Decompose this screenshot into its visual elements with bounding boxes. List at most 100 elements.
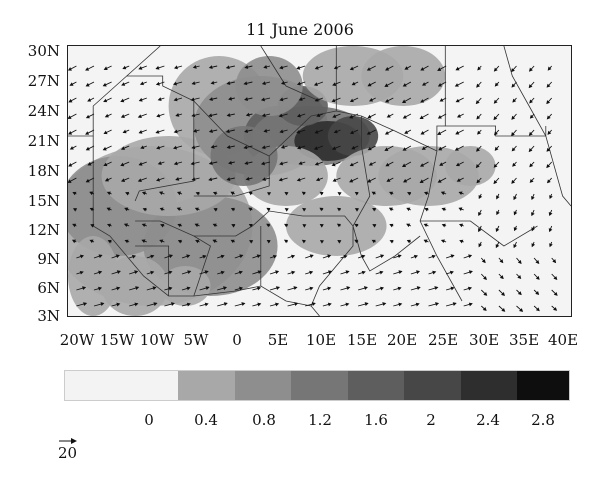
wind-vector-head xyxy=(388,207,393,212)
wind-vector-head xyxy=(177,239,182,244)
wind-vector-head xyxy=(402,115,407,119)
wind-vector-head xyxy=(212,239,217,244)
colorbar-swatch xyxy=(404,371,461,400)
wind-vector-head xyxy=(313,82,318,86)
wind-vector-head xyxy=(228,96,233,101)
wind-vector-head xyxy=(190,161,195,166)
wind-vector-head xyxy=(419,163,425,167)
wind-vector-head xyxy=(194,223,199,228)
wind-vector-head xyxy=(263,128,268,133)
wind-vector-head xyxy=(90,223,95,228)
wind-vector-head xyxy=(124,207,129,212)
wind-vector-head xyxy=(302,224,307,228)
wind-vector-head xyxy=(280,145,285,149)
wind-vector-head xyxy=(501,292,505,296)
wind-vector-head xyxy=(517,291,522,296)
wind-vector-head xyxy=(256,254,261,259)
wind-vector-head xyxy=(333,129,338,134)
wind-vector-head xyxy=(187,270,192,274)
wind-vector-head xyxy=(202,254,207,259)
wind-vector-head xyxy=(454,83,459,87)
wind-vector-head xyxy=(122,65,127,70)
wind-vector-head xyxy=(223,286,228,291)
lon-label: 5W xyxy=(183,331,209,349)
wind-vector-head xyxy=(493,67,498,72)
wind-vector-head xyxy=(478,194,483,200)
wind-vector-head xyxy=(416,286,421,290)
wind-vector-head xyxy=(546,100,551,105)
wind-vector-head xyxy=(371,191,376,196)
wind-vector-head xyxy=(389,223,394,228)
wind-vector-head xyxy=(401,99,407,103)
wind-vector-head xyxy=(102,146,107,151)
wind-vector-head xyxy=(421,146,426,150)
wind-vector-head xyxy=(107,223,112,228)
wind-vector-head xyxy=(85,114,90,119)
wind-vector-head xyxy=(438,146,443,151)
wind-vector-head xyxy=(407,192,412,196)
wind-vector-head xyxy=(483,292,488,296)
wind-vector-head xyxy=(172,145,178,150)
wind-vector-head xyxy=(311,302,316,306)
wind-vector-head xyxy=(437,131,442,135)
lat-label: 18N xyxy=(27,162,60,180)
wind-vector-head xyxy=(499,275,504,280)
wind-vector-head xyxy=(384,83,389,87)
colorbar-swatch xyxy=(517,371,569,400)
wind-vector-head xyxy=(332,178,337,182)
wind-vector-head xyxy=(494,146,499,151)
wind-vector-head xyxy=(314,130,319,134)
wind-vector-head xyxy=(439,162,444,166)
wind-vector-head xyxy=(168,270,173,275)
wind-vector-head xyxy=(83,302,88,306)
wind-vector-head xyxy=(296,129,301,134)
wind-vector-head xyxy=(107,239,112,244)
wind-vector-head xyxy=(468,302,473,307)
wind-vector-head xyxy=(168,286,173,291)
wind-vector-head xyxy=(398,302,403,307)
wind-vector-head xyxy=(85,146,90,151)
wind-vector-head xyxy=(437,67,442,71)
wind-vector-head xyxy=(309,286,314,291)
wind-vector-head xyxy=(467,286,473,291)
wind-vector-head xyxy=(398,270,403,275)
wind-vector-head xyxy=(156,113,161,118)
wind-vector-head xyxy=(495,244,500,249)
wind-vector-head xyxy=(244,129,248,134)
wind-vector-head xyxy=(208,177,213,182)
colorbar-label: 0.8 xyxy=(252,411,276,429)
wind-vector-head xyxy=(319,207,324,212)
wind-vector-head xyxy=(423,223,428,228)
wind-vector-head xyxy=(150,270,155,275)
wind-vector-head xyxy=(354,239,359,244)
wind-vector-head xyxy=(421,82,427,86)
wind-vector-head xyxy=(245,112,250,117)
wind-vector-head xyxy=(134,302,139,307)
wind-vector-head xyxy=(213,207,218,212)
colorbar-swatch xyxy=(178,371,235,400)
wind-vector-head xyxy=(349,98,354,103)
wind-vector-head xyxy=(191,81,196,86)
wind-vector-head xyxy=(366,131,371,135)
wind-vector-head xyxy=(248,223,253,228)
wind-vector-head xyxy=(279,65,284,70)
wind-vector-head xyxy=(291,270,296,275)
wind-vector-head xyxy=(212,223,217,228)
wind-vector-head xyxy=(104,113,109,118)
wind-vector-head xyxy=(155,130,160,134)
map-plot xyxy=(68,46,571,316)
wind-vector-head xyxy=(260,161,266,166)
wind-vector-head xyxy=(248,207,253,212)
wind-vector-head xyxy=(157,97,162,101)
wind-vector-head xyxy=(372,208,377,212)
wind-vector-head xyxy=(192,64,197,69)
wind-vector-head xyxy=(294,302,299,306)
wind-vector-head xyxy=(482,307,487,311)
wind-vector-head xyxy=(337,192,342,196)
wind-vector-head xyxy=(244,65,249,69)
wind-vector-head xyxy=(456,114,462,118)
wind-vector-head xyxy=(170,302,175,306)
wind-vector-head xyxy=(345,302,350,307)
wind-vector-head xyxy=(385,67,390,71)
wind-vector-head xyxy=(495,227,500,233)
